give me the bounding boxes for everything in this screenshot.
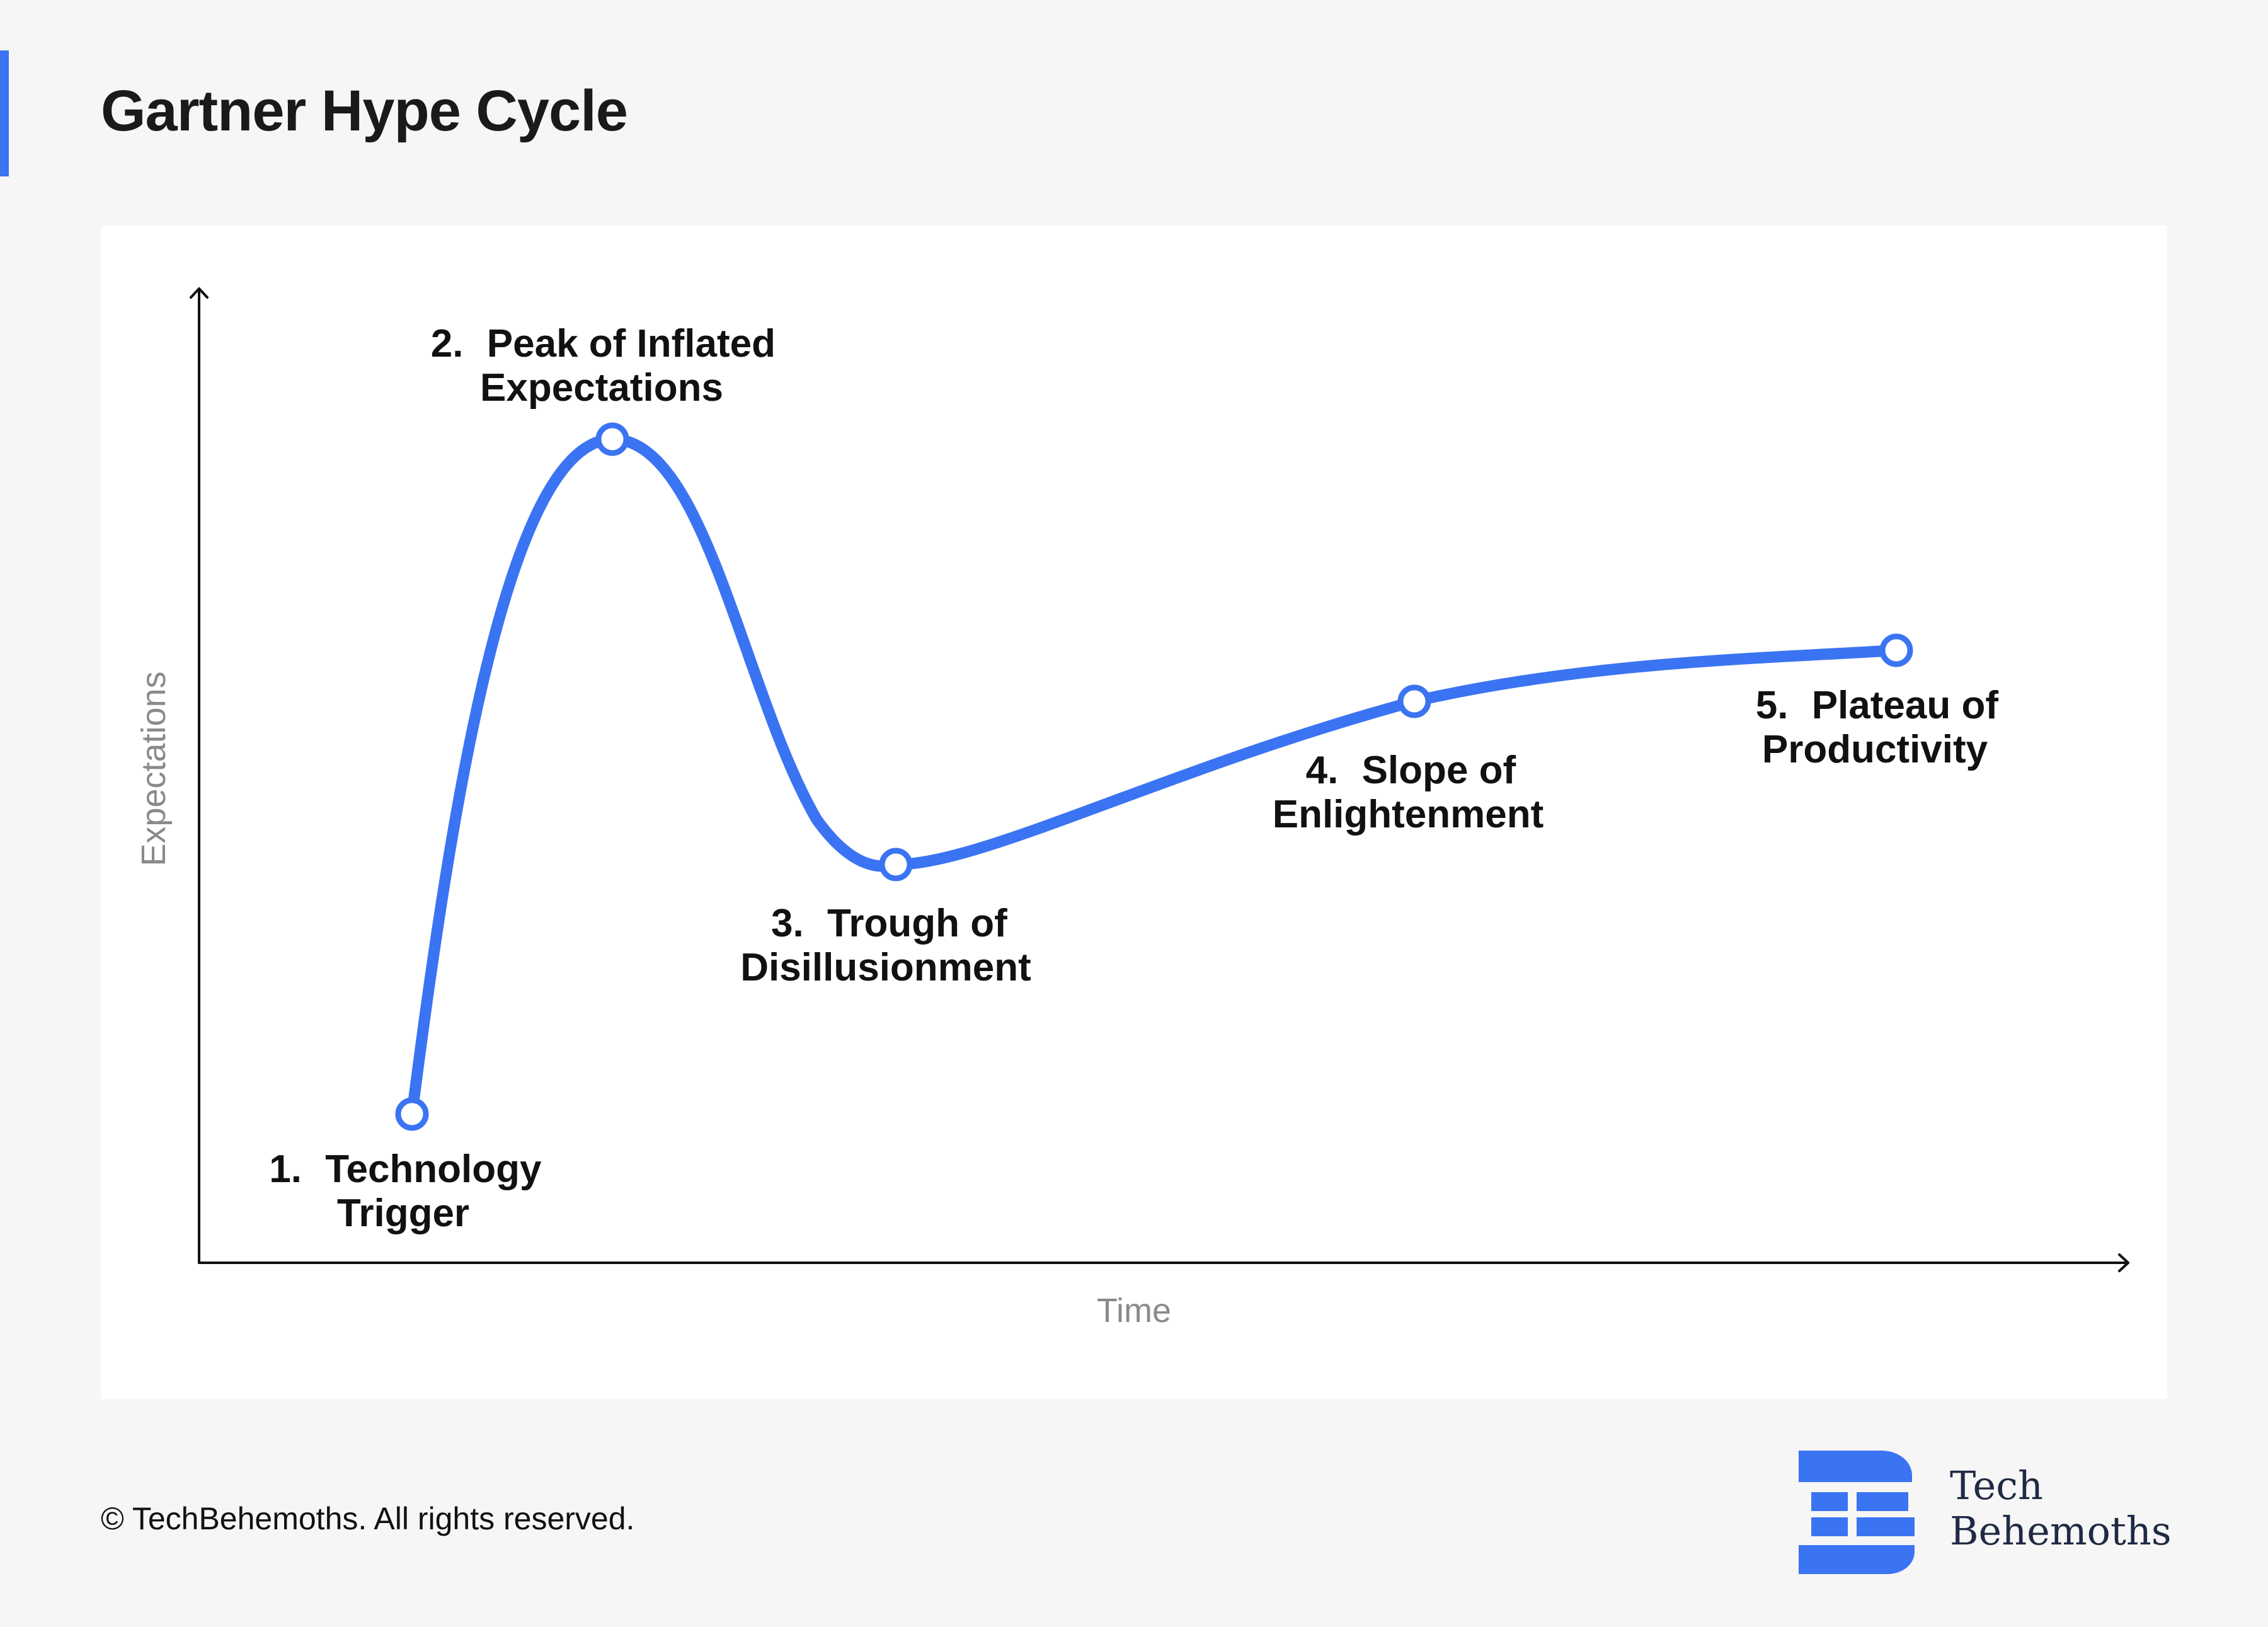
- phase-4-title-line1: Slope of: [1362, 749, 1516, 792]
- phase-5-title-line1: Plateau of: [1812, 684, 1999, 727]
- logo-wordmark-line2: Behemoths: [1950, 1508, 2172, 1554]
- phase-4-marker: [1397, 684, 1431, 718]
- hype-curve: [406, 434, 1902, 1120]
- techbehemoths-logo-icon: [1799, 1451, 1915, 1574]
- logo-wordmark: Tech Behemoths: [1950, 1463, 2172, 1554]
- page-title: Gartner Hype Cycle: [101, 79, 628, 143]
- phase-3-label: 3. Trough of Disillusionment: [740, 902, 1031, 989]
- phase-1-number: 1.: [269, 1147, 302, 1191]
- phase-1-title-line2: Trigger: [337, 1192, 469, 1235]
- logo-wordmark-line1: Tech: [1950, 1463, 2043, 1509]
- phase-2-label: 2. Peak of Inflated Expectations: [431, 322, 786, 410]
- y-axis-label: Expectations: [135, 671, 173, 866]
- phase-3-marker: [879, 848, 913, 882]
- phase-markers: [395, 422, 1913, 1131]
- phase-2-title-line1: Peak of Inflated: [487, 322, 776, 365]
- phase-3-number: 3.: [771, 902, 804, 945]
- phase-5-number: 5.: [1756, 684, 1789, 727]
- y-axis-arrowhead: [190, 287, 209, 299]
- phase-2-marker: [595, 422, 629, 456]
- copyright-notice: © TechBehemoths. All rights reserved.: [101, 1501, 635, 1536]
- phase-1-title-line1: Technology: [325, 1147, 542, 1191]
- diagram-panel: [101, 226, 2167, 1399]
- phase-5-title-line2: Productivity: [1762, 728, 1988, 771]
- techbehemoths-logo: Tech Behemoths: [1799, 1449, 2202, 1575]
- phase-1-label: 1. Technology Trigger: [269, 1147, 553, 1235]
- phase-5-label: 5. Plateau of Productivity: [1756, 684, 2009, 771]
- phase-1-marker: [395, 1097, 429, 1131]
- x-axis-arrowhead: [2118, 1253, 2129, 1272]
- phase-3-title-line1: Trough of: [827, 902, 1007, 945]
- phase-2-number: 2.: [431, 322, 464, 365]
- phase-5-marker: [1879, 633, 1913, 667]
- x-axis-label: Time: [1097, 1292, 1171, 1330]
- phase-4-label: 4. Slope of Enlightenment: [1273, 749, 1544, 836]
- phase-4-title-line2: Enlightenment: [1273, 793, 1544, 836]
- phase-2-title-line2: Expectations: [480, 366, 723, 410]
- phase-4-number: 4.: [1306, 749, 1339, 792]
- phase-3-title-line2: Disillusionment: [740, 946, 1031, 989]
- axes: [190, 287, 2129, 1272]
- title-accent-bar: [0, 50, 9, 176]
